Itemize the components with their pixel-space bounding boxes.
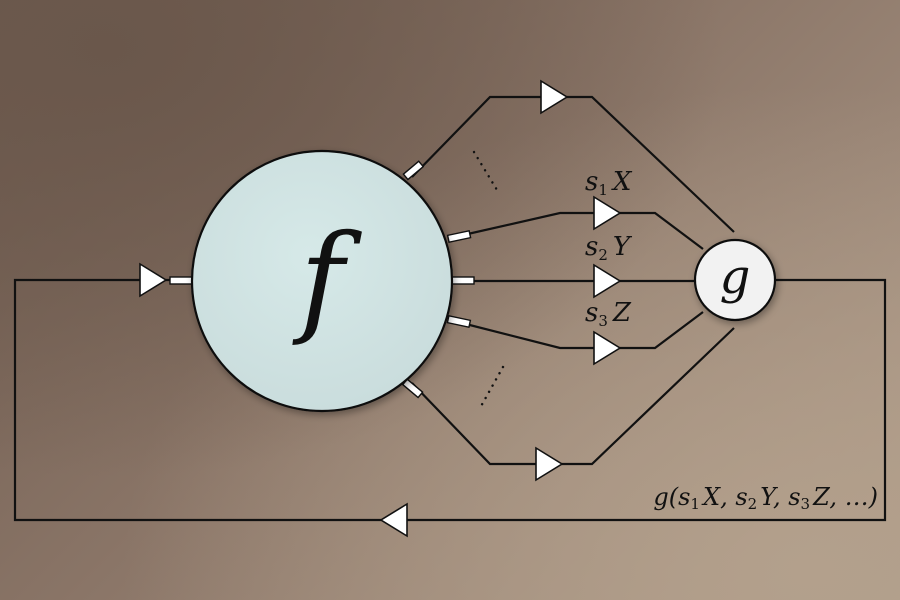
arrow-s2Y bbox=[593, 263, 622, 299]
ellipsis-lower bbox=[478, 365, 505, 410]
wire-s3Z bbox=[449, 311, 704, 350]
g-node bbox=[693, 238, 777, 322]
port-top bbox=[402, 160, 425, 181]
port-s3Z bbox=[446, 314, 472, 329]
arrow-s3Z bbox=[593, 330, 622, 366]
port-s2Y bbox=[451, 276, 475, 285]
arrow-s1X bbox=[593, 195, 622, 231]
arrow-input bbox=[139, 262, 168, 298]
port-input bbox=[169, 276, 193, 285]
feedback-label: g(s1 X, s2 Y, s3 Z, …) bbox=[653, 483, 878, 513]
arrow-feedback bbox=[379, 502, 408, 538]
label-s2Y: s2 Y bbox=[585, 232, 633, 264]
ellipsis-upper bbox=[472, 150, 499, 192]
wire-top bbox=[411, 95, 735, 233]
label-s1X: s1 X bbox=[585, 167, 633, 199]
arrow-bottom bbox=[535, 446, 564, 482]
port-s1X bbox=[446, 229, 472, 244]
arrow-top bbox=[540, 79, 569, 115]
port-bottom bbox=[401, 378, 424, 399]
wire-s1X bbox=[449, 211, 704, 250]
feedback-loop-wire bbox=[13, 278, 887, 522]
g-label: g bbox=[720, 249, 751, 305]
label-s3Z: s3 Z bbox=[585, 298, 632, 330]
f-node bbox=[190, 149, 454, 413]
